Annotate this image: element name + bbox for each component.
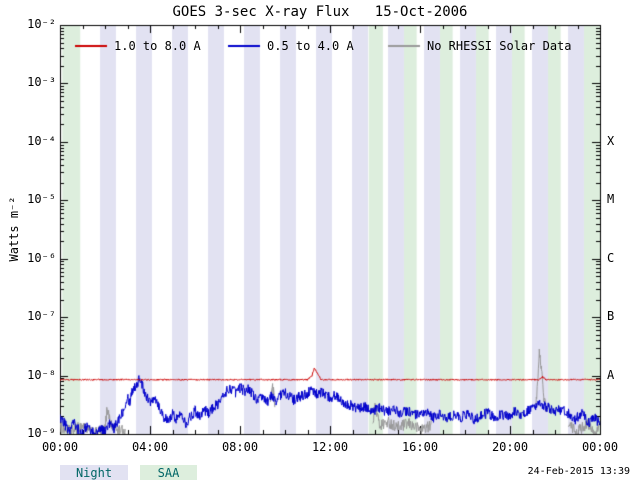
flare-class-label: A bbox=[607, 367, 615, 382]
legend-label-goes-long-channel: 1.0 to 8.0 A bbox=[114, 39, 201, 53]
night-legend-label: Night bbox=[75, 465, 113, 480]
night-legend-swatch: Night bbox=[60, 465, 128, 480]
y-tick-label: 10⁻³ bbox=[27, 75, 56, 90]
flare-class-label: C bbox=[607, 250, 615, 265]
x-tick-label: 00:00 bbox=[41, 440, 79, 454]
saa-legend-label: SAA bbox=[157, 465, 180, 480]
flare-class-label: X bbox=[607, 133, 615, 148]
y-tick-label: 10⁻⁸ bbox=[27, 367, 56, 382]
x-tick-label: 20:00 bbox=[491, 440, 529, 454]
x-tick-label: 16:00 bbox=[401, 440, 439, 454]
legend-label-goes-short-channel: 0.5 to 4.0 A bbox=[267, 39, 354, 53]
y-tick-label: 10⁻⁵ bbox=[27, 192, 56, 207]
y-tick-label: 10⁻² bbox=[27, 17, 56, 31]
x-tick-label: 04:00 bbox=[131, 440, 169, 454]
chart-title: GOES 3-sec X-ray Flux 15-Oct-2006 bbox=[172, 4, 468, 20]
x-tick-label: 08:00 bbox=[221, 440, 259, 454]
flare-class-label: M bbox=[607, 192, 615, 207]
legend-label-no-rhessi-data: No RHESSI Solar Data bbox=[427, 39, 572, 53]
saa-legend-swatch: SAA bbox=[140, 465, 197, 480]
x-tick-label: 00:00 bbox=[581, 440, 619, 454]
x-tick-label: 12:00 bbox=[311, 440, 349, 454]
flare-class-label: B bbox=[607, 309, 615, 324]
y-tick-label: 10⁻⁹ bbox=[27, 426, 56, 440]
y-tick-label: 10⁻⁷ bbox=[27, 309, 56, 324]
plot-creation-timestamp: 24-Feb-2015 13:39 bbox=[527, 466, 630, 477]
y-axis-title: Watts m⁻² bbox=[7, 196, 21, 262]
y-tick-label: 10⁻⁶ bbox=[27, 250, 56, 265]
y-tick-label: 10⁻⁴ bbox=[27, 133, 56, 148]
